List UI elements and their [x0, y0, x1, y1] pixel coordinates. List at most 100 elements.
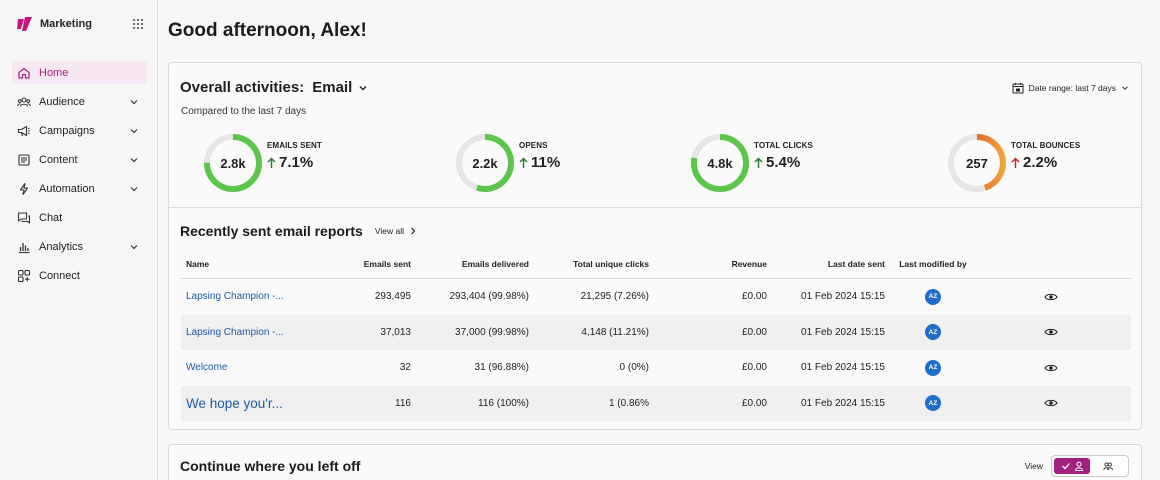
- progress-ring: [691, 134, 749, 192]
- brand-logo-icon[interactable]: [16, 15, 34, 33]
- metric-label: TOTAL BOUNCES: [1011, 141, 1081, 150]
- team-icon: [1103, 462, 1113, 471]
- col-revenue[interactable]: Revenue: [731, 258, 767, 269]
- bolt-icon: [19, 182, 29, 195]
- cell-emails-delivered: 31 (96.88%): [474, 362, 529, 374]
- date-range-selector[interactable]: Date range: last 7 days: [1012, 82, 1129, 94]
- activities-title: Overall activities:: [180, 79, 305, 96]
- col-name[interactable]: Name: [186, 258, 210, 269]
- chevron-down-icon: [130, 99, 138, 104]
- nav-label-audience: Audience: [39, 95, 85, 108]
- avatar[interactable]: AZ: [925, 288, 941, 305]
- metric-change-value: 5.4%: [766, 154, 801, 171]
- nav-label-chat: Chat: [39, 211, 63, 224]
- cell-emails-sent: 293,495: [374, 291, 411, 303]
- view-option-team[interactable]: [1090, 458, 1126, 474]
- view-toggle-group: [1051, 455, 1129, 477]
- eye-icon[interactable]: [1044, 292, 1058, 302]
- report-name-link[interactable]: Welcome: [186, 362, 228, 374]
- metric-emails-sent: 2.8k EMAILS SENT 7.1%: [203, 133, 322, 193]
- eye-icon[interactable]: [1044, 327, 1058, 337]
- eye-icon[interactable]: [1044, 398, 1058, 408]
- reports-title: Recently sent email reports: [180, 223, 363, 239]
- metric-total-bounces: 257 TOTAL BOUNCES 2.2%: [947, 133, 1080, 193]
- overall-activities-card: Overall activities: Email Compared to th…: [168, 62, 1142, 430]
- nav-item-home[interactable]: Home: [12, 61, 147, 84]
- table-row: Lapsing Champion -... 293,495 293,404 (9…: [181, 279, 1131, 315]
- nav-item-content[interactable]: Content: [12, 148, 147, 171]
- continue-card: Continue where you left off View: [168, 444, 1142, 480]
- cell-revenue: £0.00: [741, 291, 767, 303]
- view-all-label: View all: [374, 226, 404, 236]
- metric-change-value: 11%: [531, 154, 561, 171]
- progress-ring: [948, 134, 1006, 192]
- col-last-date-sent[interactable]: Last date sent: [827, 258, 885, 269]
- metric-change-value: 2.2%: [1023, 154, 1058, 171]
- nav-item-audience[interactable]: Audience: [12, 90, 147, 113]
- nav-item-chat[interactable]: Chat: [12, 206, 147, 229]
- nav-item-campaigns[interactable]: Campaigns: [12, 119, 147, 142]
- avatar[interactable]: AZ: [925, 395, 941, 412]
- metric-change: 11%: [519, 154, 560, 171]
- view-all-link[interactable]: View all: [375, 226, 417, 236]
- metric-value: 2.2k: [472, 155, 498, 171]
- table-row: We hope you'r... 116 116 (100%) 1 (0.86%…: [181, 385, 1131, 421]
- nav-item-analytics[interactable]: Analytics: [12, 235, 147, 258]
- nav-item-automation[interactable]: Automation: [12, 177, 147, 200]
- chart-icon: [19, 242, 30, 253]
- report-name-link[interactable]: Lapsing Champion -...: [186, 291, 284, 303]
- report-name-link[interactable]: We hope you'r...: [186, 395, 283, 411]
- col-emails-sent[interactable]: Emails sent: [363, 258, 411, 269]
- chevron-down-icon[interactable]: [358, 83, 368, 93]
- megaphone-icon: [17, 125, 30, 136]
- nav-item-connect[interactable]: Connect: [12, 264, 147, 287]
- avatar[interactable]: AZ: [925, 324, 941, 341]
- section-divider: [169, 207, 1141, 208]
- nav-label-home: Home: [39, 66, 69, 79]
- cell-unique-clicks: 0 (0%): [619, 362, 649, 374]
- metric-change: 2.2%: [1011, 154, 1080, 171]
- cell-emails-sent: 37,013: [380, 326, 411, 338]
- table-header: Name Emails sent Emails delivered Total …: [181, 249, 1131, 279]
- user-icon: [1074, 461, 1083, 471]
- cell-emails-delivered: 37,000 (99.98%): [455, 326, 529, 338]
- metric-opens: 2.2k OPENS 11%: [455, 133, 560, 193]
- metric-change: 5.4%: [754, 154, 813, 171]
- cell-unique-clicks: 1 (0.86%: [608, 397, 649, 409]
- compare-text: Compared to the last 7 days: [181, 106, 307, 117]
- avatar[interactable]: AZ: [925, 359, 941, 376]
- table-row: Welcome 32 31 (96.88%) 0 (0%) £0.00 01 F…: [181, 350, 1131, 386]
- arrow-up-icon: [519, 156, 528, 168]
- view-option-mine[interactable]: [1054, 458, 1090, 474]
- chevron-down-icon: [1122, 86, 1128, 90]
- chevron-down-icon: [130, 157, 138, 162]
- col-last-modified-by[interactable]: Last modified by: [899, 258, 967, 269]
- nav-label-analytics: Analytics: [39, 240, 84, 253]
- cell-revenue: £0.00: [741, 397, 767, 409]
- metric-ring: 4.8k: [690, 133, 750, 193]
- reports-header: Recently sent email reports View all: [180, 223, 417, 239]
- col-total-unique-clicks[interactable]: Total unique clicks: [573, 258, 649, 269]
- metric-label: OPENS: [519, 141, 548, 150]
- home-icon: [18, 67, 30, 79]
- view-toggle: View: [1025, 455, 1129, 477]
- col-emails-delivered[interactable]: Emails delivered: [461, 258, 529, 269]
- arrow-up-icon: [754, 156, 763, 168]
- metric-value: 2.8k: [220, 155, 246, 171]
- report-name-link[interactable]: Lapsing Champion -...: [186, 326, 284, 338]
- metric-total-clicks: 4.8k TOTAL CLICKS 5.4%: [690, 133, 813, 193]
- cell-emails-sent: 116: [395, 397, 411, 409]
- reports-table: Name Emails sent Emails delivered Total …: [181, 249, 1131, 421]
- main-content: Good afternoon, Alex! Overall activities…: [159, 0, 1160, 480]
- metric-ring: 2.8k: [203, 133, 263, 193]
- eye-icon[interactable]: [1044, 363, 1058, 373]
- sidebar: Marketing Home Audience Campaigns Conten…: [0, 0, 158, 480]
- metric-value: 4.8k: [707, 155, 733, 171]
- app-switcher-icon[interactable]: [133, 19, 143, 29]
- channel-selector[interactable]: Email: [312, 79, 353, 96]
- calendar-icon: [1012, 83, 1024, 94]
- activities-header: Overall activities: Email: [180, 79, 368, 96]
- metric-value: 257: [966, 155, 988, 171]
- cell-last-date-sent: 01 Feb 2024 15:15: [801, 291, 885, 303]
- progress-ring: [456, 134, 514, 192]
